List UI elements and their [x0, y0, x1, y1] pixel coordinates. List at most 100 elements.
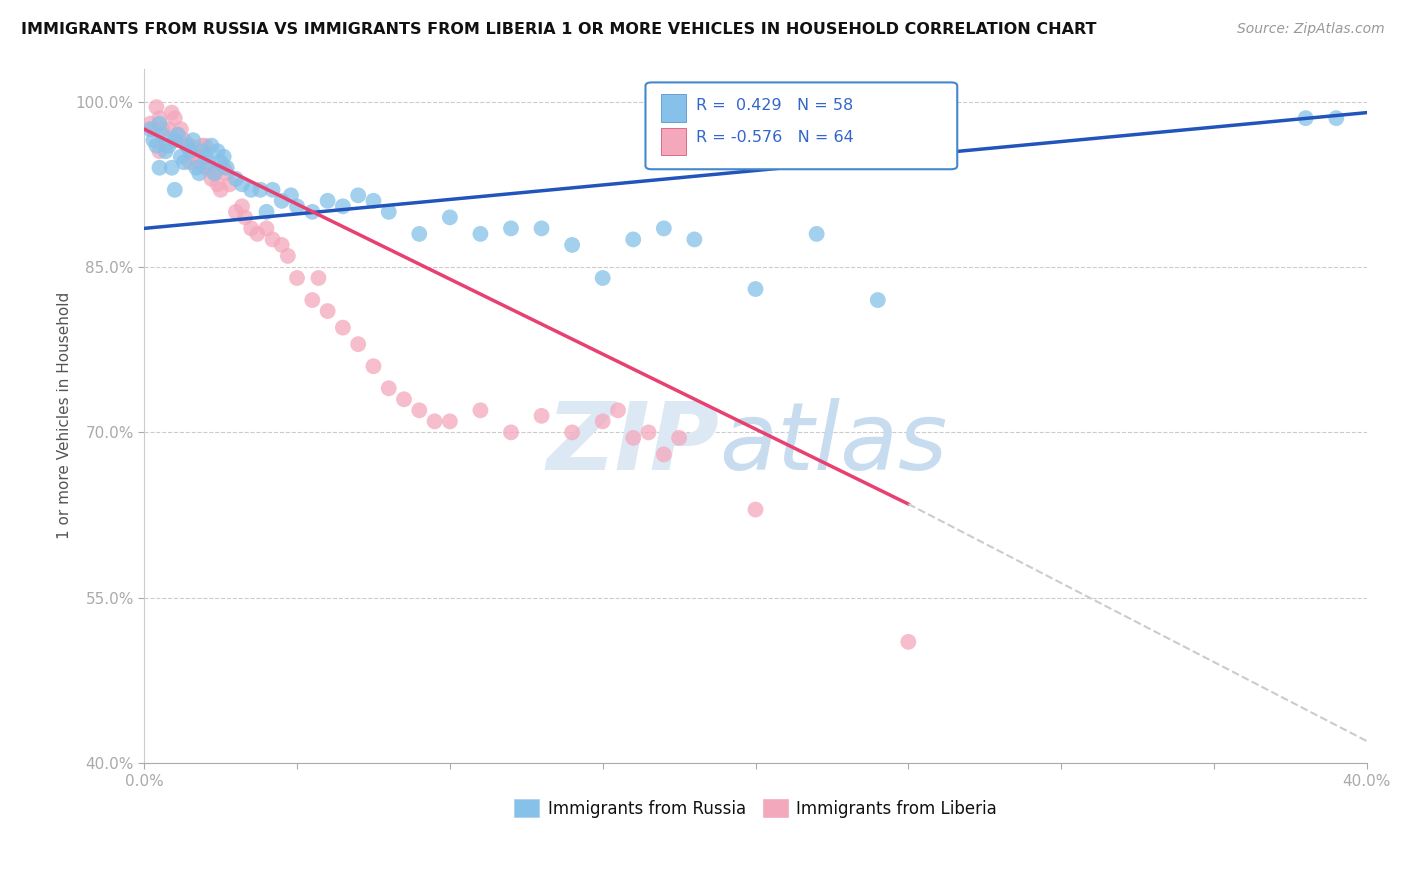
Point [246, 227, 269, 241]
Point [744, 282, 766, 296]
Point [212, 150, 235, 164]
Point [363, 194, 385, 208]
Point [377, 205, 399, 219]
Y-axis label: 1 or more Vehicles in Household: 1 or more Vehicles in Household [58, 293, 72, 540]
Point [592, 414, 614, 428]
Point [262, 232, 284, 246]
Point [270, 238, 292, 252]
Point [231, 199, 253, 213]
Point [316, 304, 339, 318]
Point [204, 166, 226, 180]
FancyBboxPatch shape [645, 82, 957, 169]
Point [423, 414, 446, 428]
Point [561, 238, 583, 252]
Point [186, 150, 208, 164]
Point [170, 122, 193, 136]
Point [866, 293, 889, 307]
Point [561, 425, 583, 440]
Point [179, 145, 201, 159]
Point [249, 183, 271, 197]
Point [262, 183, 284, 197]
Point [439, 211, 461, 225]
Point [194, 161, 217, 175]
Legend: Immigrants from Russia, Immigrants from Liberia: Immigrants from Russia, Immigrants from … [508, 793, 1004, 824]
Point [179, 138, 201, 153]
Text: atlas: atlas [718, 398, 948, 489]
Point [181, 145, 204, 159]
Point [200, 138, 222, 153]
Point [194, 138, 217, 153]
Point [160, 161, 183, 175]
Text: R =  0.429   N = 58: R = 0.429 N = 58 [696, 98, 853, 113]
Point [191, 145, 214, 159]
Point [277, 249, 299, 263]
Point [215, 166, 238, 180]
Point [530, 409, 553, 423]
Point [157, 138, 180, 153]
Point [347, 188, 370, 202]
Point [142, 122, 165, 136]
Point [607, 403, 630, 417]
Point [176, 138, 198, 153]
Point [256, 221, 278, 235]
Point [212, 161, 235, 175]
Point [170, 150, 193, 164]
Point [155, 145, 177, 159]
Point [207, 178, 229, 192]
Point [637, 425, 659, 440]
Point [280, 188, 302, 202]
Text: Source: ZipAtlas.com: Source: ZipAtlas.com [1237, 22, 1385, 37]
Point [470, 227, 492, 241]
Point [148, 117, 170, 131]
Point [191, 138, 214, 153]
Point [225, 205, 247, 219]
Point [179, 155, 201, 169]
Point [163, 133, 186, 147]
Point [332, 320, 354, 334]
Point [233, 211, 256, 225]
Point [652, 447, 675, 461]
Point [683, 232, 706, 246]
Text: IMMIGRANTS FROM RUSSIA VS IMMIGRANTS FROM LIBERIA 1 OR MORE VEHICLES IN HOUSEHOL: IMMIGRANTS FROM RUSSIA VS IMMIGRANTS FRO… [21, 22, 1097, 37]
Point [218, 178, 240, 192]
Point [181, 133, 204, 147]
Point [592, 271, 614, 285]
Point [530, 221, 553, 235]
Point [621, 232, 644, 246]
Point [1324, 111, 1347, 125]
Point [176, 138, 198, 153]
Point [392, 392, 415, 407]
Point [377, 381, 399, 395]
Point [197, 155, 219, 169]
Point [152, 122, 174, 136]
Point [225, 171, 247, 186]
Point [163, 111, 186, 125]
Point [270, 194, 292, 208]
Point [1295, 111, 1317, 125]
Point [621, 431, 644, 445]
Point [499, 221, 522, 235]
Point [166, 128, 188, 142]
Point [145, 138, 167, 153]
Text: R = -0.576   N = 64: R = -0.576 N = 64 [696, 129, 853, 145]
Point [173, 133, 195, 147]
Point [145, 100, 167, 114]
Point [188, 166, 211, 180]
Point [316, 194, 339, 208]
Point [157, 122, 180, 136]
Point [197, 161, 219, 175]
Point [194, 150, 217, 164]
Point [207, 145, 229, 159]
Point [142, 133, 165, 147]
Point [148, 145, 170, 159]
Point [163, 183, 186, 197]
Point [347, 337, 370, 351]
Point [186, 161, 208, 175]
Point [332, 199, 354, 213]
Point [668, 431, 690, 445]
Point [439, 414, 461, 428]
Point [806, 227, 828, 241]
Point [744, 502, 766, 516]
Point [285, 199, 308, 213]
Point [307, 271, 329, 285]
